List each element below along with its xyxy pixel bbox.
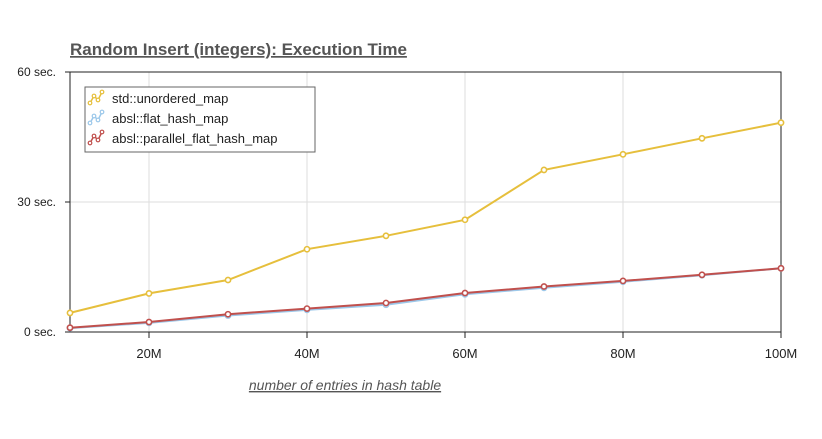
series-layer [66,119,785,332]
legend-item-1[interactable]: absl::flat_hash_map [87,109,228,126]
legend-icon-marker [87,100,93,106]
legend-item-2[interactable]: absl::parallel_flat_hash_map [87,129,278,146]
data-point[interactable] [540,283,548,290]
legend-line-icon [87,89,105,106]
legend-icon-marker [91,93,97,99]
series-line [69,267,782,329]
data-point[interactable] [66,309,74,317]
x-axis: 20M 40M 60M 80M 100M [136,332,797,361]
legend-box [84,86,316,153]
legend-icon-line [89,111,103,124]
legend-icon-marker [95,137,101,143]
series-line [69,121,782,314]
series-2 [66,264,785,332]
legend-icon-line [89,131,103,144]
legend-icon-marker [99,89,105,95]
data-point[interactable] [461,289,469,297]
legend-icon-marker [91,113,97,119]
legend-line-icon [87,109,105,126]
legend-label: absl::flat_hash_map [112,111,228,126]
legend-label: std::unordered_map [112,91,228,106]
legend-icon-marker [95,117,101,123]
data-point[interactable] [303,245,311,253]
y-tick-label: 60 sec. [17,65,56,79]
data-point[interactable] [382,232,390,240]
data-point[interactable] [66,324,74,332]
legend-icon-marker [99,109,105,115]
data-point[interactable] [698,134,706,142]
y-tick-label: 30 sec. [17,195,56,209]
legend-item-0[interactable]: std::unordered_map [87,89,228,106]
data-point[interactable] [540,166,548,174]
data-point[interactable] [303,305,311,312]
x-tick-label: 60M [452,346,477,361]
legend-label: absl::parallel_flat_hash_map [112,131,278,146]
data-point[interactable] [777,119,785,127]
data-point[interactable] [461,216,469,224]
x-tick-label: 100M [765,346,798,361]
x-tick-label: 80M [610,346,635,361]
legend-icon-marker [95,97,101,103]
data-point[interactable] [145,318,153,326]
x-axis-label: number of entries in hash table [249,377,441,393]
y-axis: 0 sec. 30 sec. 60 sec. [17,65,70,339]
data-point[interactable] [224,310,232,318]
legend-icon-marker [91,133,97,139]
series-0 [66,119,785,317]
legend-icon-marker [99,129,105,135]
data-point[interactable] [382,299,390,307]
legend-line-icon [87,129,105,146]
data-point[interactable] [145,290,153,297]
x-tick-label: 20M [136,346,161,361]
data-point[interactable] [224,276,232,284]
chart-title: Random Insert (integers): Execution Time [70,40,407,59]
data-point[interactable] [777,264,785,272]
data-point[interactable] [619,277,627,285]
data-point[interactable] [698,271,706,279]
data-point[interactable] [619,150,627,158]
legend: std::unordered_map absl::flat_hash_map a… [84,86,316,153]
x-tick-label: 40M [294,346,319,361]
y-tick-label: 0 sec. [24,325,56,339]
legend-icon-marker [87,140,93,146]
legend-icon-marker [87,120,93,126]
legend-icon-line [89,91,103,104]
